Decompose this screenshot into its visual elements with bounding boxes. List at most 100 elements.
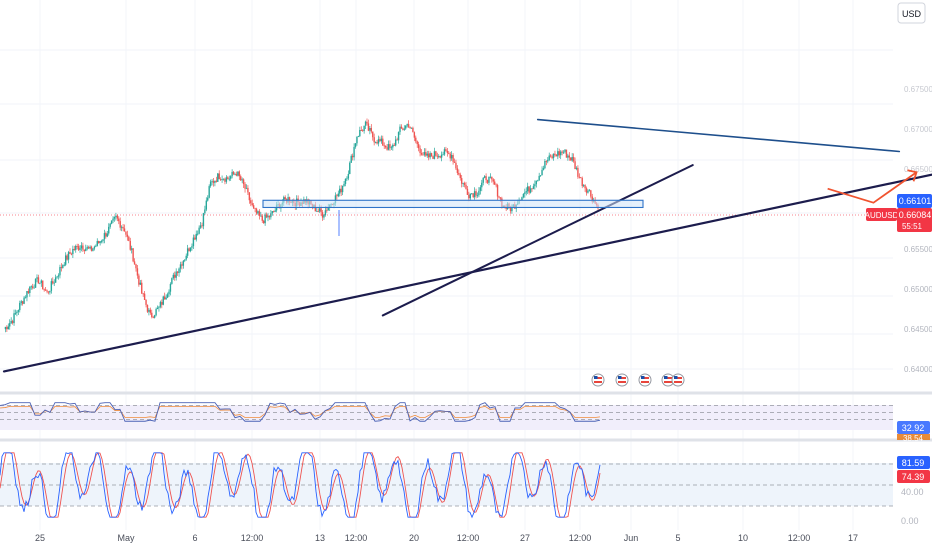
short-support-trendline[interactable] bbox=[381, 164, 694, 317]
candle-body bbox=[158, 306, 160, 308]
candle-body bbox=[122, 226, 124, 229]
candle-body bbox=[471, 193, 473, 195]
price-tick: 0.65000 bbox=[904, 285, 932, 294]
candle-body bbox=[198, 227, 200, 234]
candle-body bbox=[344, 178, 347, 184]
candle-body bbox=[9, 323, 11, 327]
candle-body bbox=[452, 155, 454, 162]
candle-body bbox=[214, 180, 216, 183]
candle-body bbox=[159, 302, 162, 307]
candle-body bbox=[63, 264, 65, 266]
rsi-second-value: 38.54 bbox=[903, 434, 924, 443]
candle-body bbox=[426, 153, 428, 156]
candle-body bbox=[130, 248, 133, 250]
support-zone-box[interactable] bbox=[262, 199, 644, 209]
candle-body bbox=[31, 286, 34, 288]
candle-body bbox=[410, 127, 413, 129]
candle-body bbox=[242, 179, 245, 185]
drawings-layer[interactable] bbox=[2, 118, 932, 373]
candle-body bbox=[83, 249, 86, 251]
candle-body bbox=[393, 144, 395, 146]
candle-body bbox=[228, 178, 230, 180]
candle-body bbox=[389, 144, 391, 148]
candle-body bbox=[267, 215, 269, 218]
candle-body bbox=[535, 180, 538, 185]
candle-body bbox=[204, 209, 206, 214]
time-axis[interactable]: 25 May 6 12:00 13 12:00 20 12:00 27 12:00 Jun 5 10 12… bbox=[35, 533, 858, 543]
projection-arrowhead bbox=[907, 169, 918, 182]
candle-body bbox=[75, 245, 77, 250]
grid-lines bbox=[0, 0, 893, 530]
candle-body bbox=[174, 274, 176, 278]
candle-body bbox=[87, 247, 90, 249]
candle-body bbox=[76, 245, 78, 247]
candle-body bbox=[258, 211, 261, 216]
candle-body bbox=[195, 233, 197, 240]
candle-body bbox=[4, 326, 7, 330]
candle-body bbox=[245, 187, 248, 189]
candle-body bbox=[337, 193, 340, 197]
candle-body bbox=[208, 186, 210, 198]
candle-body bbox=[39, 282, 41, 284]
candle-body bbox=[116, 215, 119, 219]
candle-body bbox=[448, 152, 450, 154]
candle-body bbox=[417, 144, 420, 149]
candle-body bbox=[479, 187, 482, 191]
candle-body bbox=[531, 188, 533, 190]
candle-body bbox=[397, 132, 400, 141]
candle-body bbox=[250, 200, 252, 204]
candle-body bbox=[142, 293, 144, 295]
currency-button[interactable]: USD bbox=[897, 2, 926, 24]
candle-body bbox=[44, 289, 47, 291]
candle-body bbox=[16, 311, 18, 314]
candle-body bbox=[251, 203, 253, 206]
candle-body bbox=[19, 302, 21, 311]
economic-event-flag-icon[interactable] bbox=[615, 373, 629, 387]
candle-body bbox=[423, 152, 426, 155]
candle-body bbox=[96, 241, 98, 246]
candle-body bbox=[588, 190, 591, 192]
resistance-trendline[interactable] bbox=[536, 118, 901, 153]
candle-body bbox=[532, 186, 535, 189]
economic-event-flag-icon[interactable] bbox=[591, 373, 605, 387]
stoch-k-line bbox=[0, 452, 601, 519]
candle-body bbox=[262, 220, 265, 224]
candle-body bbox=[265, 214, 268, 218]
candle-body bbox=[219, 179, 222, 180]
candle-body bbox=[359, 130, 361, 137]
candle-body bbox=[539, 175, 542, 177]
candle-body bbox=[476, 195, 479, 196]
candle-body bbox=[20, 301, 22, 303]
economic-event-flag-icon[interactable] bbox=[638, 373, 652, 387]
candle-body bbox=[66, 255, 68, 260]
candle-body bbox=[231, 171, 233, 177]
projection-arrow[interactable] bbox=[827, 171, 918, 204]
candle-body bbox=[138, 275, 140, 285]
candle-body bbox=[496, 185, 499, 197]
candle-body bbox=[459, 174, 461, 179]
stoch-d-label: 74.39 bbox=[897, 470, 930, 483]
candle-body bbox=[578, 176, 581, 178]
candle-body bbox=[168, 291, 170, 295]
candle-body bbox=[356, 136, 358, 144]
candle-body bbox=[165, 297, 167, 300]
price-axis[interactable]: 0.67500 0.67000 0.66500 0.65500 0.65000 0.645… bbox=[904, 85, 932, 374]
candle-body bbox=[430, 153, 433, 157]
long-support-trendline[interactable] bbox=[2, 165, 932, 373]
candle-body bbox=[544, 160, 546, 169]
candle-body bbox=[565, 149, 568, 158]
candle-body bbox=[341, 185, 344, 193]
event-markers[interactable] bbox=[591, 373, 685, 387]
candle-body bbox=[542, 168, 545, 170]
candle-body bbox=[149, 309, 152, 313]
economic-event-flag-icon[interactable] bbox=[661, 373, 675, 387]
candle-body bbox=[373, 137, 375, 143]
candle-body bbox=[241, 179, 243, 181]
candle-body bbox=[557, 151, 559, 157]
price-tick-faded: 0.67500 bbox=[904, 85, 932, 94]
candle-body bbox=[509, 206, 512, 212]
candle-body bbox=[224, 178, 226, 182]
economic-event-flag-icon[interactable] bbox=[671, 373, 685, 387]
candle-body bbox=[585, 188, 588, 193]
